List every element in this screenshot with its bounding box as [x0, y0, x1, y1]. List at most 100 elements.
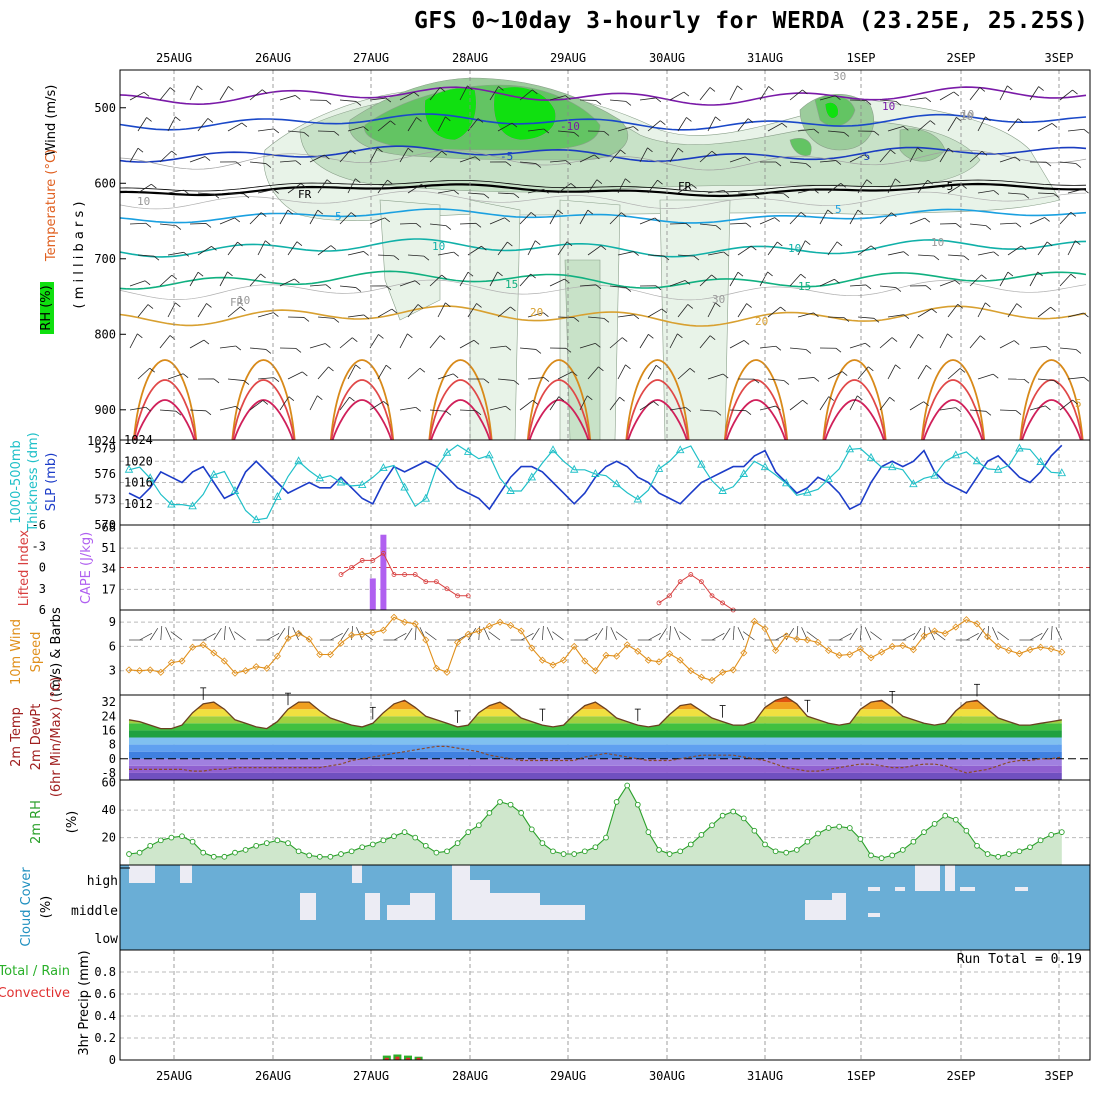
wind-speed-point — [772, 646, 780, 655]
panel4-wind-label-2: Speed — [29, 632, 44, 673]
wind-barb — [647, 308, 663, 318]
wind-barb — [129, 333, 138, 349]
wind-barb-flag — [1044, 217, 1050, 222]
wind-barb-flag — [441, 274, 447, 280]
wind-barb — [347, 251, 364, 256]
wind-barb-flag — [235, 406, 241, 411]
ytick-label-p6: 60 — [102, 776, 116, 790]
wind-barb-flag — [777, 241, 783, 247]
thickness-point — [569, 464, 579, 473]
rh-point — [359, 844, 366, 851]
wind-barb-flag — [953, 91, 960, 97]
wind-barb-flag — [1045, 161, 1052, 167]
wind-barb-flag — [147, 304, 154, 309]
rh-point — [1005, 851, 1012, 857]
wind-barb — [414, 626, 417, 641]
wind-barb-flag — [565, 95, 571, 100]
isotherm-line — [120, 86, 1087, 106]
wind-barb-flag — [543, 377, 550, 382]
wind-barb — [234, 631, 246, 641]
wind-barb — [939, 279, 956, 287]
wind-speed-point — [952, 623, 960, 631]
thickness-point — [1057, 468, 1067, 477]
thickness-point — [612, 479, 621, 488]
ytick-label-p8: 0.6 — [94, 987, 116, 1001]
wind-barb-flag — [265, 240, 271, 246]
rh-point — [984, 851, 991, 857]
wind-barb-flag — [570, 183, 577, 188]
wind-speed-point — [549, 661, 557, 669]
rh-point — [687, 841, 694, 848]
wind-barb — [819, 278, 835, 287]
wind-barb-flag — [415, 223, 422, 228]
wind-speed-point — [136, 667, 144, 675]
wind-barb — [1059, 161, 1076, 164]
wind-barb — [279, 209, 289, 225]
wind-barb-flag — [959, 368, 966, 373]
wind-barb — [617, 126, 634, 132]
rh-point — [486, 810, 493, 816]
wind-barb — [369, 334, 379, 349]
thickness-point — [442, 447, 452, 456]
wind-barb — [197, 192, 214, 195]
wind-barb — [849, 628, 858, 641]
precip-convective-bar — [416, 1057, 421, 1060]
wind-barb — [377, 308, 393, 318]
rh-point — [963, 827, 970, 834]
wind-barb — [999, 340, 1015, 349]
rh-point — [995, 853, 1002, 860]
wind-barb-flag — [211, 246, 217, 251]
wind-barb — [669, 333, 678, 349]
date-label-bottom: 27AUG — [353, 1069, 389, 1083]
isotherm-line — [120, 145, 1087, 163]
wind-barb — [227, 306, 241, 318]
rh-point — [783, 849, 790, 856]
wind-barb-flag — [625, 287, 632, 292]
thickness-point — [824, 474, 833, 483]
lifted-index-point — [709, 593, 715, 599]
isotherm-line — [120, 113, 1087, 131]
wind-barb — [527, 377, 544, 380]
wind-barb-flag — [363, 314, 370, 320]
wind-barb — [587, 245, 602, 256]
wind-barb — [999, 409, 1017, 412]
wind-barb — [839, 632, 852, 641]
wind-barb-flag — [1038, 86, 1044, 91]
wind-barb-flag — [265, 349, 272, 354]
wind-barb — [819, 95, 836, 101]
wind-barb-flag — [993, 190, 1000, 195]
wind-barb-flag — [857, 395, 863, 401]
wind-barb-flag — [775, 345, 782, 351]
wind-speed-point — [634, 647, 642, 655]
contour-label: 20 — [755, 315, 768, 328]
wind-barb-flag — [349, 396, 355, 402]
wind-barb-flag — [895, 101, 902, 106]
wind-barb-flag — [927, 179, 933, 185]
wind-speed-point — [909, 646, 917, 654]
wind-barb — [257, 240, 266, 256]
wind-barb — [407, 117, 417, 132]
wind-barb-flag — [926, 364, 932, 370]
rh-point — [836, 823, 843, 830]
rh-point — [878, 855, 885, 861]
wind-barb-flag — [543, 312, 549, 318]
wind-barb — [797, 240, 806, 256]
wind-barb — [796, 626, 799, 641]
rh-point — [1048, 831, 1055, 838]
contour-label: 20 — [530, 306, 543, 319]
wind-speed-point — [729, 666, 737, 674]
wind-barb-flag — [813, 188, 819, 194]
wind-barb — [969, 223, 986, 226]
wind-barb — [399, 91, 415, 101]
lifted-index-point — [380, 550, 386, 556]
wind-speed-point — [390, 613, 398, 621]
wind-barb-flag — [929, 120, 936, 125]
wind-barb — [669, 280, 686, 287]
wind-barb-flag — [621, 337, 628, 342]
wind-barb-flag — [481, 245, 487, 251]
wind-barb-flag — [1083, 312, 1089, 318]
wind-barb — [1029, 632, 1043, 641]
cloud-gap — [1015, 887, 1028, 891]
wind-speed-point — [1026, 646, 1034, 654]
wind-barb — [729, 409, 747, 412]
